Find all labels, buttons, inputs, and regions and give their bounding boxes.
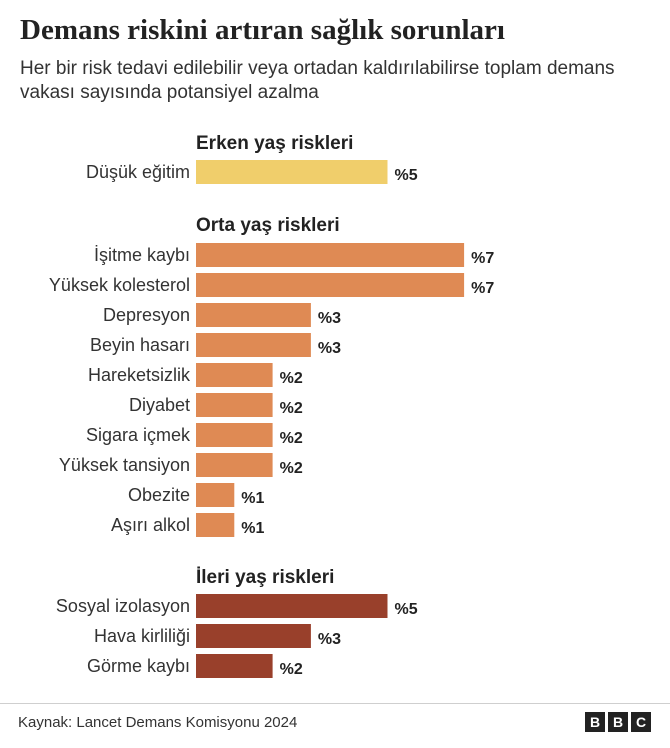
bar <box>196 303 311 327</box>
bar <box>196 513 235 537</box>
category-label: Yüksek tansiyon <box>59 455 190 475</box>
category-label: Depresyon <box>103 305 190 325</box>
bar-chart: Erken yaş riskleri Düşük eğitim %5 Orta yaş… <box>49 133 494 678</box>
bbc-logo-letter: B <box>608 712 628 732</box>
bar <box>196 654 273 678</box>
data-label: %5 <box>395 601 418 618</box>
category-label: Aşırı alkol <box>111 515 190 535</box>
data-label: %3 <box>318 631 341 648</box>
source-note: Kaynak: Lancet Demans Komisyonu 2024 <box>18 714 298 731</box>
category-label: Düşük eğitim <box>86 162 190 182</box>
bbc-logo-letter: C <box>631 712 651 732</box>
data-label: %7 <box>471 250 494 267</box>
data-label: %2 <box>280 370 303 387</box>
bar <box>196 273 465 297</box>
bar <box>196 453 273 477</box>
bar <box>196 243 465 267</box>
category-label: Diyabet <box>129 395 190 415</box>
data-label: %1 <box>241 490 264 507</box>
category-label: İşitme kaybı <box>94 245 190 265</box>
data-label: %2 <box>280 460 303 477</box>
category-label: Hareketsizlik <box>88 365 191 385</box>
category-label: Hava kirliliği <box>94 626 190 646</box>
data-label: %7 <box>471 280 494 297</box>
category-label: Obezite <box>128 485 190 505</box>
data-label: %2 <box>280 400 303 417</box>
bar <box>196 594 388 618</box>
data-label: %2 <box>280 661 303 678</box>
bar <box>196 624 311 648</box>
chart-subtitle: Her bir risk tedavi edilebilir veya orta… <box>20 58 615 103</box>
group-heading: Orta yaş riskleri <box>196 215 340 236</box>
group-heading: İleri yaş riskleri <box>196 567 334 588</box>
category-label: Sigara içmek <box>86 425 191 445</box>
bar <box>196 333 311 357</box>
data-label: %2 <box>280 430 303 447</box>
footer-divider <box>0 703 670 704</box>
chart-title: Demans riskini artıran sağlık sorunları <box>20 14 505 46</box>
bar <box>196 393 273 417</box>
bar <box>196 483 235 507</box>
category-label: Yüksek kolesterol <box>49 275 190 295</box>
bar <box>196 423 273 447</box>
data-label: %3 <box>318 310 341 327</box>
data-label: %5 <box>395 167 418 184</box>
bbc-logo-letter: B <box>585 712 605 732</box>
bar <box>196 363 273 387</box>
bbc-logo: B B C <box>585 712 651 732</box>
data-label: %1 <box>241 520 264 537</box>
bar <box>196 160 388 184</box>
category-label: Sosyal izolasyon <box>56 596 190 616</box>
category-label: Görme kaybı <box>87 656 190 676</box>
category-label: Beyin hasarı <box>90 335 190 355</box>
group-heading: Erken yaş riskleri <box>196 133 353 154</box>
data-label: %3 <box>318 340 341 357</box>
